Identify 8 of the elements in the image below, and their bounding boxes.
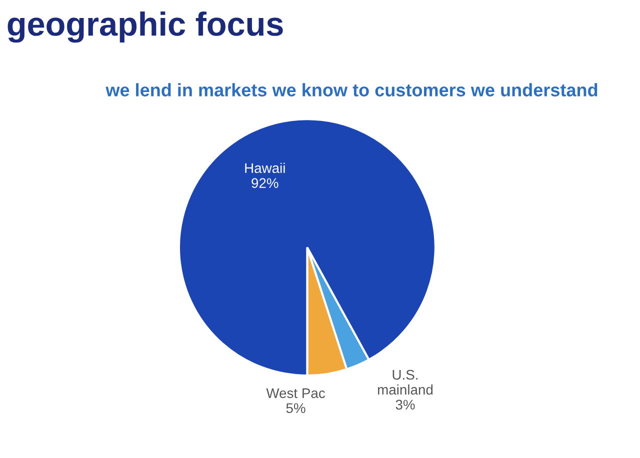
data-label: 92% — [252, 178, 278, 188]
chart-subtitle: we lend in markets we know to customers we understand — [106, 83, 598, 96]
data-label: 5% — [286, 403, 306, 414]
slice-label: Hawaii — [245, 162, 285, 174]
slice-label: U.S. mainland — [378, 370, 433, 395]
data-label: 3% — [396, 400, 415, 410]
chart-title: geographic focus — [8, 11, 283, 43]
slice-label: West Pac — [266, 388, 325, 398]
